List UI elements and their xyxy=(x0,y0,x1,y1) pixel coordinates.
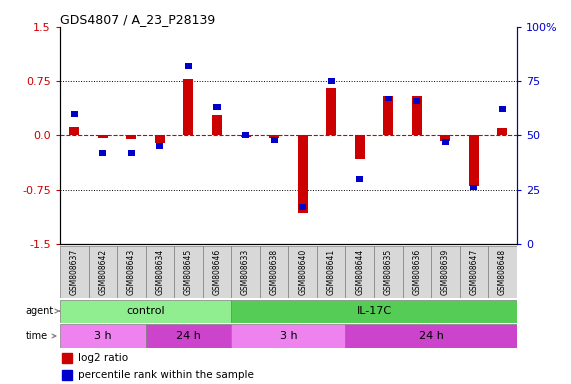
Bar xyxy=(297,136,308,214)
Bar xyxy=(299,204,306,210)
FancyBboxPatch shape xyxy=(345,246,374,298)
Text: GSM808637: GSM808637 xyxy=(70,248,79,295)
Bar xyxy=(214,104,220,110)
Text: GDS4807 / A_23_P28139: GDS4807 / A_23_P28139 xyxy=(60,13,215,26)
Bar xyxy=(62,370,73,380)
Text: GSM808648: GSM808648 xyxy=(498,248,507,295)
Bar xyxy=(128,150,135,156)
Text: log2 ratio: log2 ratio xyxy=(78,353,128,363)
Bar xyxy=(413,98,420,104)
Text: time: time xyxy=(26,331,56,341)
Bar xyxy=(271,137,278,142)
FancyBboxPatch shape xyxy=(431,246,460,298)
Bar xyxy=(98,136,108,138)
FancyBboxPatch shape xyxy=(231,324,345,348)
Bar xyxy=(383,96,393,136)
Text: control: control xyxy=(126,306,165,316)
Text: 24 h: 24 h xyxy=(176,331,201,341)
FancyBboxPatch shape xyxy=(203,246,231,298)
Bar xyxy=(497,128,508,136)
Bar xyxy=(155,136,165,142)
Text: GSM808636: GSM808636 xyxy=(412,248,421,295)
Text: 3 h: 3 h xyxy=(280,331,297,341)
FancyBboxPatch shape xyxy=(60,324,146,348)
FancyBboxPatch shape xyxy=(174,246,203,298)
Bar xyxy=(355,136,365,159)
Text: GSM808642: GSM808642 xyxy=(98,248,107,295)
FancyBboxPatch shape xyxy=(403,246,431,298)
FancyBboxPatch shape xyxy=(146,246,174,298)
Bar xyxy=(412,96,422,136)
Text: 24 h: 24 h xyxy=(419,331,444,341)
FancyBboxPatch shape xyxy=(374,246,403,298)
FancyBboxPatch shape xyxy=(60,246,89,298)
Text: GSM808644: GSM808644 xyxy=(355,248,364,295)
Text: GSM808646: GSM808646 xyxy=(212,248,222,295)
Text: GSM808647: GSM808647 xyxy=(469,248,478,295)
Bar xyxy=(242,132,249,138)
Text: GSM808645: GSM808645 xyxy=(184,248,193,295)
Bar xyxy=(62,353,73,362)
FancyBboxPatch shape xyxy=(460,246,488,298)
Bar xyxy=(156,143,163,149)
Bar xyxy=(471,185,477,190)
Text: GSM808634: GSM808634 xyxy=(155,248,164,295)
Text: GSM808640: GSM808640 xyxy=(298,248,307,295)
Bar xyxy=(269,136,279,138)
Text: GSM808643: GSM808643 xyxy=(127,248,136,295)
Bar xyxy=(183,79,194,136)
Text: percentile rank within the sample: percentile rank within the sample xyxy=(78,370,254,380)
Bar xyxy=(71,111,78,117)
FancyBboxPatch shape xyxy=(231,246,260,298)
Bar xyxy=(240,136,251,137)
Text: GSM808641: GSM808641 xyxy=(327,248,336,295)
Bar xyxy=(356,176,363,182)
FancyBboxPatch shape xyxy=(231,300,517,323)
Bar xyxy=(69,127,79,136)
FancyBboxPatch shape xyxy=(260,246,288,298)
Text: agent: agent xyxy=(26,306,59,316)
Bar xyxy=(328,78,335,84)
FancyBboxPatch shape xyxy=(488,246,517,298)
Text: GSM808635: GSM808635 xyxy=(384,248,393,295)
Text: GSM808633: GSM808633 xyxy=(241,248,250,295)
Bar xyxy=(326,88,336,136)
Bar xyxy=(99,150,106,156)
FancyBboxPatch shape xyxy=(317,246,345,298)
Bar xyxy=(185,63,192,69)
Bar xyxy=(126,136,136,139)
FancyBboxPatch shape xyxy=(288,246,317,298)
Bar xyxy=(212,115,222,136)
Bar xyxy=(469,136,479,186)
FancyBboxPatch shape xyxy=(146,324,231,348)
Text: 3 h: 3 h xyxy=(94,331,111,341)
FancyBboxPatch shape xyxy=(60,300,231,323)
Bar xyxy=(442,139,449,145)
FancyBboxPatch shape xyxy=(89,246,117,298)
Bar xyxy=(440,136,451,141)
FancyBboxPatch shape xyxy=(345,324,517,348)
Text: IL-17C: IL-17C xyxy=(356,306,392,316)
FancyBboxPatch shape xyxy=(117,246,146,298)
Bar xyxy=(385,96,392,101)
Bar xyxy=(499,106,506,112)
Text: GSM808638: GSM808638 xyxy=(270,248,279,295)
Text: GSM808639: GSM808639 xyxy=(441,248,450,295)
